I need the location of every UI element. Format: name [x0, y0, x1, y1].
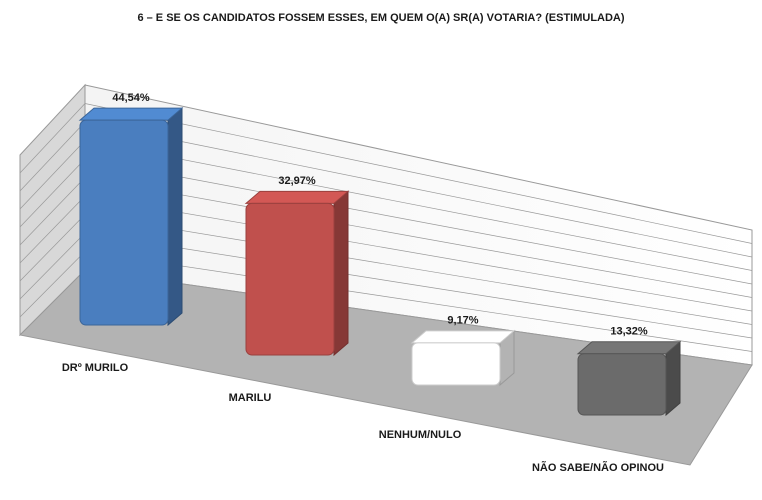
- wall-stripe: [84, 232, 753, 339]
- category-label: DRº MURILO: [62, 362, 129, 374]
- wall-stripe: [84, 214, 753, 325]
- chart-title: 6 – E SE OS CANDIDATOS FOSSEM ESSES, EM …: [137, 12, 624, 24]
- bar-top: [78, 107, 184, 121]
- bar-group: [78, 107, 184, 327]
- bar-side: [333, 190, 349, 357]
- value-label: 32,97%: [278, 175, 316, 187]
- bar-group: [576, 340, 682, 417]
- floor: [18, 269, 753, 466]
- bar: [245, 202, 335, 356]
- bar-side: [665, 340, 681, 417]
- wall-stripe: [84, 251, 753, 352]
- wall-stripe: [19, 251, 86, 318]
- wall-stripe: [84, 103, 753, 244]
- bar-group: [410, 329, 516, 387]
- category-label: NENHUM/NULO: [379, 429, 462, 441]
- bar-top: [576, 341, 682, 355]
- category-label: MARILU: [229, 392, 272, 404]
- bar: [411, 342, 501, 386]
- wall-stripe: [19, 232, 86, 300]
- wall-stripe: [84, 195, 753, 312]
- value-label: 13,32%: [610, 326, 648, 338]
- bar-side: [167, 107, 183, 327]
- bar-top: [244, 190, 350, 204]
- bar-top: [410, 330, 516, 344]
- wall-stripe: [84, 140, 753, 271]
- category-label: NÃO SABE/NÃO OPINOU: [532, 461, 664, 474]
- bar-group: [244, 190, 350, 357]
- wall-stripe: [84, 158, 753, 285]
- wall-stripe: [19, 195, 86, 264]
- bar: [577, 353, 667, 416]
- wall-lines: [19, 103, 753, 352]
- wall-stripe: [19, 214, 86, 282]
- value-label: 44,54%: [112, 92, 150, 104]
- bar: [79, 119, 169, 326]
- wall-stripe: [19, 121, 86, 192]
- wall-stripe: [19, 103, 86, 174]
- value-label: 9,17%: [447, 315, 478, 327]
- wall-stripe: [19, 177, 86, 246]
- wall-stripe: [84, 177, 753, 298]
- wall-stripe: [19, 140, 86, 210]
- wall-stripe: [84, 121, 753, 258]
- wall-stripe: [19, 158, 86, 228]
